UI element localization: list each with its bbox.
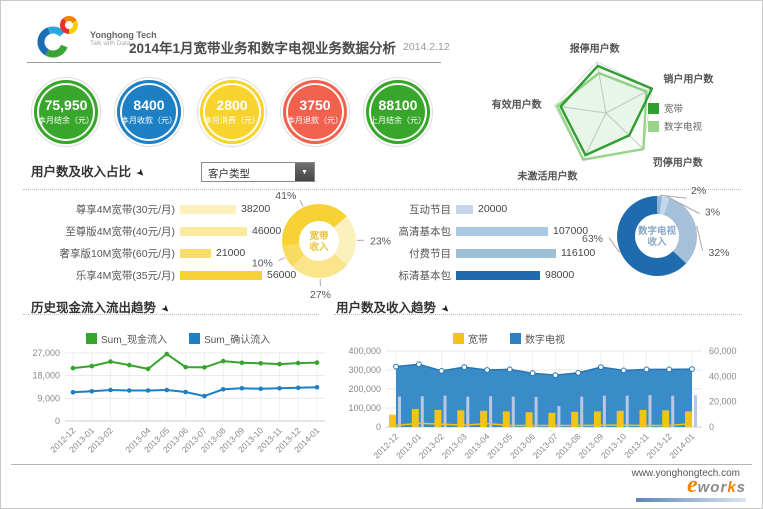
footer-url: www.yonghongtech.com [631, 468, 740, 479]
legend-item[interactable]: Sum_确认流入 [189, 331, 270, 346]
section-title-trend: 用户数及收入趋势 ➤ [336, 297, 452, 316]
section-title-trend-text: 用户数及收入趋势 [336, 301, 437, 315]
svg-text:32%: 32% [709, 247, 730, 259]
divider [23, 314, 319, 315]
legend-item[interactable]: Sum_现金流入 [86, 331, 167, 346]
kpi-circle: 2800 本月消费（元） [197, 77, 267, 147]
yonghong-logo: Yonghong Tech Talk with Data [27, 15, 157, 61]
legend-item[interactable]: 数字电视 [510, 331, 565, 346]
svg-text:300,000: 300,000 [348, 365, 381, 375]
svg-text:10%: 10% [252, 257, 273, 269]
svg-text:有效用户数: 有效用户数 [492, 98, 543, 111]
svg-text:63%: 63% [582, 233, 603, 245]
footer-divider [11, 464, 752, 465]
svg-text:0: 0 [55, 416, 60, 426]
svg-text:40,000: 40,000 [709, 371, 737, 381]
svg-text:2%: 2% [691, 185, 706, 197]
section-title-ratio: 用户数及收入占比 ➤ [31, 161, 148, 181]
yonghong-logo-icon [37, 16, 78, 58]
kpi-circle: 8400 本月收款（元） [114, 77, 184, 147]
logo-tagline: Talk with Data [90, 39, 131, 47]
svg-text:数字电视: 数字电视 [637, 225, 677, 237]
svg-text:宽带: 宽带 [664, 103, 684, 115]
svg-text:2014-01: 2014-01 [667, 431, 696, 460]
svg-text:9,000: 9,000 [37, 393, 60, 403]
eworks-underline [636, 498, 746, 502]
customer-type-select[interactable]: 客户类型 ▼ [201, 162, 315, 182]
svg-text:未激活用户数: 未激活用户数 [517, 169, 579, 182]
svg-text:2013-10: 2013-10 [599, 431, 628, 460]
svg-text:0: 0 [376, 422, 381, 432]
svg-text:宽带: 宽带 [308, 230, 329, 242]
kpi-circle: 88100 上月结余（元） [363, 77, 433, 147]
kpi-circle: 75,950 本月结余（元） [31, 77, 101, 147]
bar-row[interactable]: 尊享4M宽带(30元/月) 38200 [75, 203, 271, 216]
eworks-works: works [697, 479, 746, 496]
svg-text:收入: 收入 [309, 241, 329, 253]
kpi-circle: 3750 本月退款（元） [280, 77, 350, 147]
header-divider [27, 62, 441, 63]
legend-item[interactable]: 宽带 [453, 331, 488, 346]
svg-text:数字电视: 数字电视 [664, 121, 703, 133]
bar-row[interactable]: 高清基本包 107000 [398, 225, 589, 238]
tv-bars: 互动节目 20000 高清基本包 107000 付费节目 116100 标清基本包 98000 [339, 198, 596, 286]
svg-text:23%: 23% [370, 235, 391, 247]
chevron-down-icon[interactable]: ▼ [295, 163, 314, 181]
svg-text:销户用户数: 销户用户数 [663, 73, 714, 86]
svg-text:60,000: 60,000 [709, 346, 737, 356]
svg-text:41%: 41% [275, 190, 296, 202]
svg-text:报停用户数: 报停用户数 [570, 43, 621, 55]
page-title: 2014年1月宽带业务和数字电视业务数据分析 [129, 41, 397, 56]
section-title-cash: 历史现金流入流出趋势 ➤ [31, 297, 172, 316]
section-title-ratio-text: 用户数及收入占比 [31, 165, 132, 179]
svg-text:0: 0 [709, 422, 714, 432]
bar-row[interactable]: 奢享版10M宽带(60元/月) 21000 [59, 247, 246, 260]
logo-name: Yonghong Tech [90, 29, 157, 40]
bar-row[interactable]: 至尊版4M宽带(40元/月) 46000 [65, 225, 282, 238]
svg-text:收入: 收入 [647, 236, 667, 248]
svg-text:200,000: 200,000 [348, 384, 381, 394]
bar-row[interactable]: 标清基本包 98000 [398, 269, 575, 282]
section-title-cash-text: 历史现金流入流出趋势 [31, 301, 157, 315]
dropdown-value: 客户类型 [208, 168, 250, 180]
trend-legend: 宽带 数字电视 [453, 331, 565, 346]
drilldown-cursor-icon: ➤ [133, 166, 148, 181]
divider [334, 314, 742, 315]
svg-text:400,000: 400,000 [348, 346, 381, 356]
cash-legend: Sum_现金流入 Sum_确认流入 [86, 331, 270, 346]
bar-row[interactable]: 互动节目 20000 [409, 203, 508, 216]
svg-text:3%: 3% [705, 207, 720, 219]
broadband-bars: 尊享4M宽带(30元/月) 38200 至尊版4M宽带(40元/月) 46000 奢享版… [23, 198, 296, 286]
eworks-logo: eworks [636, 472, 746, 502]
svg-text:27,000: 27,000 [32, 348, 60, 358]
svg-text:100,000: 100,000 [348, 403, 381, 413]
bar-row[interactable]: 乐享4M宽带(35元/月) 56000 [75, 269, 297, 282]
report-date: 2014.2.12 [403, 41, 450, 53]
eworks-e: e [686, 472, 698, 498]
svg-text:18,000: 18,000 [32, 371, 60, 381]
svg-text:20,000: 20,000 [709, 397, 737, 407]
kpi-row: 75,950 本月结余（元） 8400 本月收款（元） 2800 本月消费（元） 3750 本… [31, 77, 433, 147]
trend-combo-chart[interactable]: 400,000 300,000 200,000 100,000 0 60,000 40,00… [334, 345, 760, 467]
bar-row[interactable]: 付费节目 116100 [409, 247, 596, 260]
svg-text:罚停用户数: 罚停用户数 [653, 156, 704, 169]
divider [23, 189, 741, 190]
svg-text:27%: 27% [310, 289, 331, 299]
